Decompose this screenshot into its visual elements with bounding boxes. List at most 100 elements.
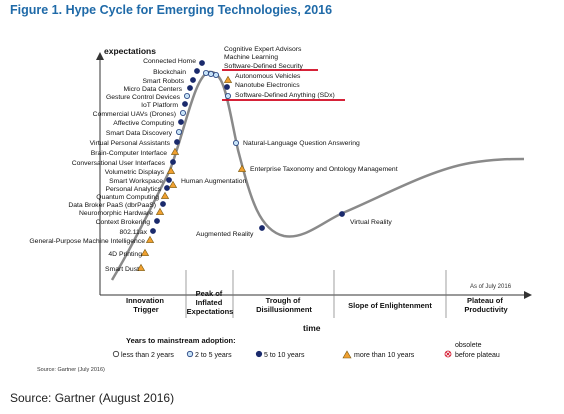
- tech-label-general-purpose-machine-intelligence: General-Purpose Machine Intelligence: [29, 238, 145, 245]
- legend-marker-more-than-10: [342, 350, 352, 359]
- phase-peak: Peak of Inflated Expectations: [187, 289, 234, 316]
- tech-label-cognitive-expert-advisors: Cognitive Expert Advisors: [224, 46, 302, 53]
- tech-marker-commercial-uavs-drones: [179, 110, 186, 117]
- tech-label-enterprise-taxonomy-and-ontology-management: Enterprise Taxonomy and Ontology Managem…: [250, 166, 398, 173]
- tech-label-iot-platform: IoT Platform: [141, 102, 178, 109]
- tech-label-quantum-computing: Quantum Computing: [96, 194, 159, 201]
- tech-marker-general-purpose-machine-intelligence: [145, 235, 155, 243]
- legend: less than 2 years 2 to 5 years 5 to 10 y…: [112, 342, 500, 359]
- tech-marker-natural-language-question-answering: [232, 139, 239, 146]
- legend-label-5-to-10: 5 to 10 years: [264, 352, 305, 359]
- legend-marker-obsolete-x: [446, 352, 450, 356]
- tech-marker-gesture-control-devices: [183, 93, 190, 100]
- tech-label-micro-data-centers: Micro Data Centers: [123, 86, 182, 93]
- phase-label-line: Peak of: [196, 289, 223, 298]
- tech-marker-smart-robots: [190, 77, 196, 83]
- legend-marker-less-than-2: [112, 350, 120, 358]
- phase-label-line: Productivity: [464, 305, 508, 314]
- phase-innovation-trigger: Innovation Trigger: [126, 296, 166, 314]
- tech-label-volumetric-displays: Volumetric Displays: [105, 169, 165, 176]
- tech-marker-neuromorphic-hardware: [155, 207, 165, 215]
- phase-trough: Trough of Disillusionment: [256, 296, 312, 314]
- legend-label-less-than-2: less than 2 years: [121, 352, 174, 359]
- phase-label-line: Expectations: [187, 307, 234, 316]
- tech-marker-software-defined-anything-sdx: [224, 93, 231, 100]
- source-note-small: Source: Gartner (July 2016): [37, 367, 105, 373]
- tech-label-context-brokering: Context Brokering: [96, 219, 151, 226]
- tech-label-conversational-user-interfaces: Conversational User Interfaces: [72, 160, 166, 167]
- legend-label-obsolete-bottom: before plateau: [455, 352, 500, 359]
- tech-marker-autonomous-vehicles: [223, 75, 233, 83]
- tech-label-nanotube-electronics: Nanotube Electronics: [235, 82, 300, 89]
- tech-label-data-broker-paas-dbrpaas: Data Broker PaaS (dbrPaaS): [68, 202, 156, 209]
- legend-marker-5-to-10: [255, 350, 263, 358]
- tech-marker-volumetric-displays: [166, 166, 176, 174]
- tech-marker-smart-dust: [136, 263, 146, 271]
- tech-label-blockchain: Blockchain: [153, 69, 186, 76]
- tech-marker-quantum-computing: [160, 191, 170, 199]
- tech-marker-blockchain: [194, 68, 200, 74]
- tech-marker-micro-data-centers: [187, 85, 193, 91]
- phase-plateau: Plateau of Productivity: [464, 296, 508, 314]
- tech-marker-virtual-personal-assistants: [174, 139, 180, 145]
- y-axis-label: expectations: [104, 46, 156, 56]
- technology-markers: Smart Dust 4D Printing General-Purpose Mac…: [29, 46, 397, 273]
- tech-label-smart-dust: Smart Dust: [105, 266, 139, 273]
- source-caption: Source: Gartner (August 2016): [10, 391, 175, 405]
- tech-marker-4d-printing: [140, 248, 150, 256]
- tech-marker-machine-learning: [207, 71, 214, 78]
- phase-label-line: Disillusionment: [256, 305, 312, 314]
- tech-label-virtual-personal-assistants: Virtual Personal Assistants: [90, 140, 171, 147]
- tech-marker-affective-computing: [178, 119, 184, 125]
- phase-label-line: Trigger: [133, 305, 159, 314]
- legend-title: Years to mainstream adoption:: [126, 336, 236, 345]
- phase-slope: Slope of Enlightenment: [348, 301, 432, 310]
- tech-label-commercial-uavs-drones: Commercial UAVs (Drones): [93, 111, 176, 118]
- tech-label-802-11ax: 802.11ax: [120, 229, 148, 236]
- tech-label-software-defined-anything-sdx: Software-Defined Anything (SDx): [235, 92, 335, 99]
- phase-label-line: Innovation: [126, 296, 164, 305]
- tech-label-augmented-reality: Augmented Reality: [196, 231, 254, 238]
- tech-label-human-augmentation: Human Augmentation: [181, 178, 247, 185]
- tech-label-personal-analytics: Personal Analytics: [105, 186, 161, 193]
- tech-marker-iot-platform: [182, 101, 188, 107]
- tech-label-affective-computing: Affective Computing: [113, 120, 174, 127]
- tech-marker-connected-home: [199, 60, 205, 66]
- tech-label-natural-language-question-answering: Natural-Language Question Answering: [243, 140, 360, 147]
- tech-marker-nanotube-electronics: [224, 84, 230, 90]
- tech-label-smart-robots: Smart Robots: [142, 78, 184, 85]
- tech-label-brain-computer-interface: Brain-Computer Interface: [91, 150, 168, 157]
- tech-marker-brain-computer-interface: [170, 147, 180, 155]
- tech-marker-context-brokering: [154, 218, 160, 224]
- x-axis-label: time: [303, 323, 321, 333]
- tech-marker-enterprise-taxonomy-and-ontology-management: [237, 164, 247, 172]
- tech-marker-smart-data-discovery: [175, 128, 182, 135]
- tech-marker-virtual-reality: [339, 211, 345, 217]
- tech-label-virtual-reality: Virtual Reality: [350, 219, 392, 226]
- tech-label-4d-printing: 4D Printing: [108, 251, 142, 258]
- tech-label-connected-home: Connected Home: [143, 58, 196, 65]
- tech-marker-smart-workspace: [166, 177, 172, 183]
- legend-marker-2-to-5: [186, 350, 194, 358]
- tech-label-smart-data-discovery: Smart Data Discovery: [106, 130, 173, 137]
- tech-marker-802-11ax: [150, 228, 156, 234]
- tech-label-autonomous-vehicles: Autonomous Vehicles: [235, 73, 301, 80]
- tech-marker-conversational-user-interfaces: [170, 159, 176, 165]
- figure-title: Figure 1. Hype Cycle for Emerging Techno…: [10, 3, 333, 17]
- tech-label-smart-workspace: Smart Workspace: [109, 178, 163, 185]
- legend-label-2-to-5: 2 to 5 years: [195, 352, 232, 359]
- tech-marker-human-augmentation: [168, 180, 178, 188]
- tech-marker-software-defined-security: [212, 72, 219, 79]
- tech-label-software-defined-security: Software-Defined Security: [224, 63, 304, 70]
- legend-label-more-than-10: more than 10 years: [354, 352, 415, 359]
- phase-label-line: Plateau of: [467, 296, 503, 305]
- phase-label-line: Inflated: [196, 298, 223, 307]
- tech-marker-cognitive-expert-advisors: [202, 70, 209, 77]
- tech-marker-personal-analytics: [164, 185, 170, 191]
- tech-marker-data-broker-paas-dbrpaas: [160, 201, 166, 207]
- as-of-label: As of July 2016: [470, 284, 512, 290]
- phase-label-line: Trough of: [266, 296, 301, 305]
- tech-marker-augmented-reality: [259, 225, 265, 231]
- tech-label-neuromorphic-hardware: Neuromorphic Hardware: [79, 210, 153, 217]
